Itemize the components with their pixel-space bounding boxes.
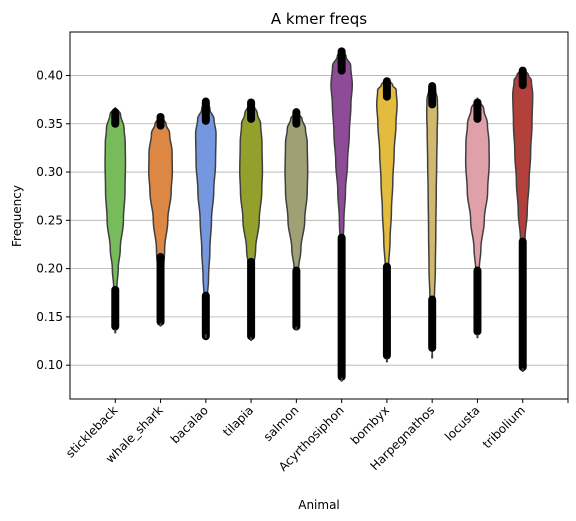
- grid-lines: [70, 75, 568, 365]
- y-axis-label: Frequency: [10, 185, 24, 247]
- y-tick-label: 0.25: [36, 213, 63, 227]
- y-tick-label: 0.30: [36, 165, 63, 179]
- plot-frame: [70, 32, 568, 399]
- x-axis-label: Animal: [298, 498, 340, 512]
- x-tick-label: bacalao: [168, 403, 211, 446]
- y-tick-label: 0.10: [36, 358, 63, 372]
- outlier-points: [115, 51, 522, 381]
- x-tick-label: tilapia: [220, 403, 256, 439]
- x-tick-label: salmon: [261, 403, 302, 444]
- x-tick-label: bombyx: [348, 403, 392, 447]
- x-tick-label: locusta: [442, 403, 482, 443]
- y-tick-label: 0.35: [36, 117, 63, 131]
- violins: [105, 49, 533, 381]
- y-tick-label: 0.40: [36, 68, 63, 82]
- chart-title: A kmer freqs: [271, 10, 367, 28]
- y-tick-label: 0.15: [36, 310, 63, 324]
- x-tick-label: tribolium: [480, 403, 528, 451]
- y-axis: 0.10 0.15 0.20 0.25 0.30 0.35 0.40: [36, 68, 70, 372]
- y-tick-label: 0.20: [36, 262, 63, 276]
